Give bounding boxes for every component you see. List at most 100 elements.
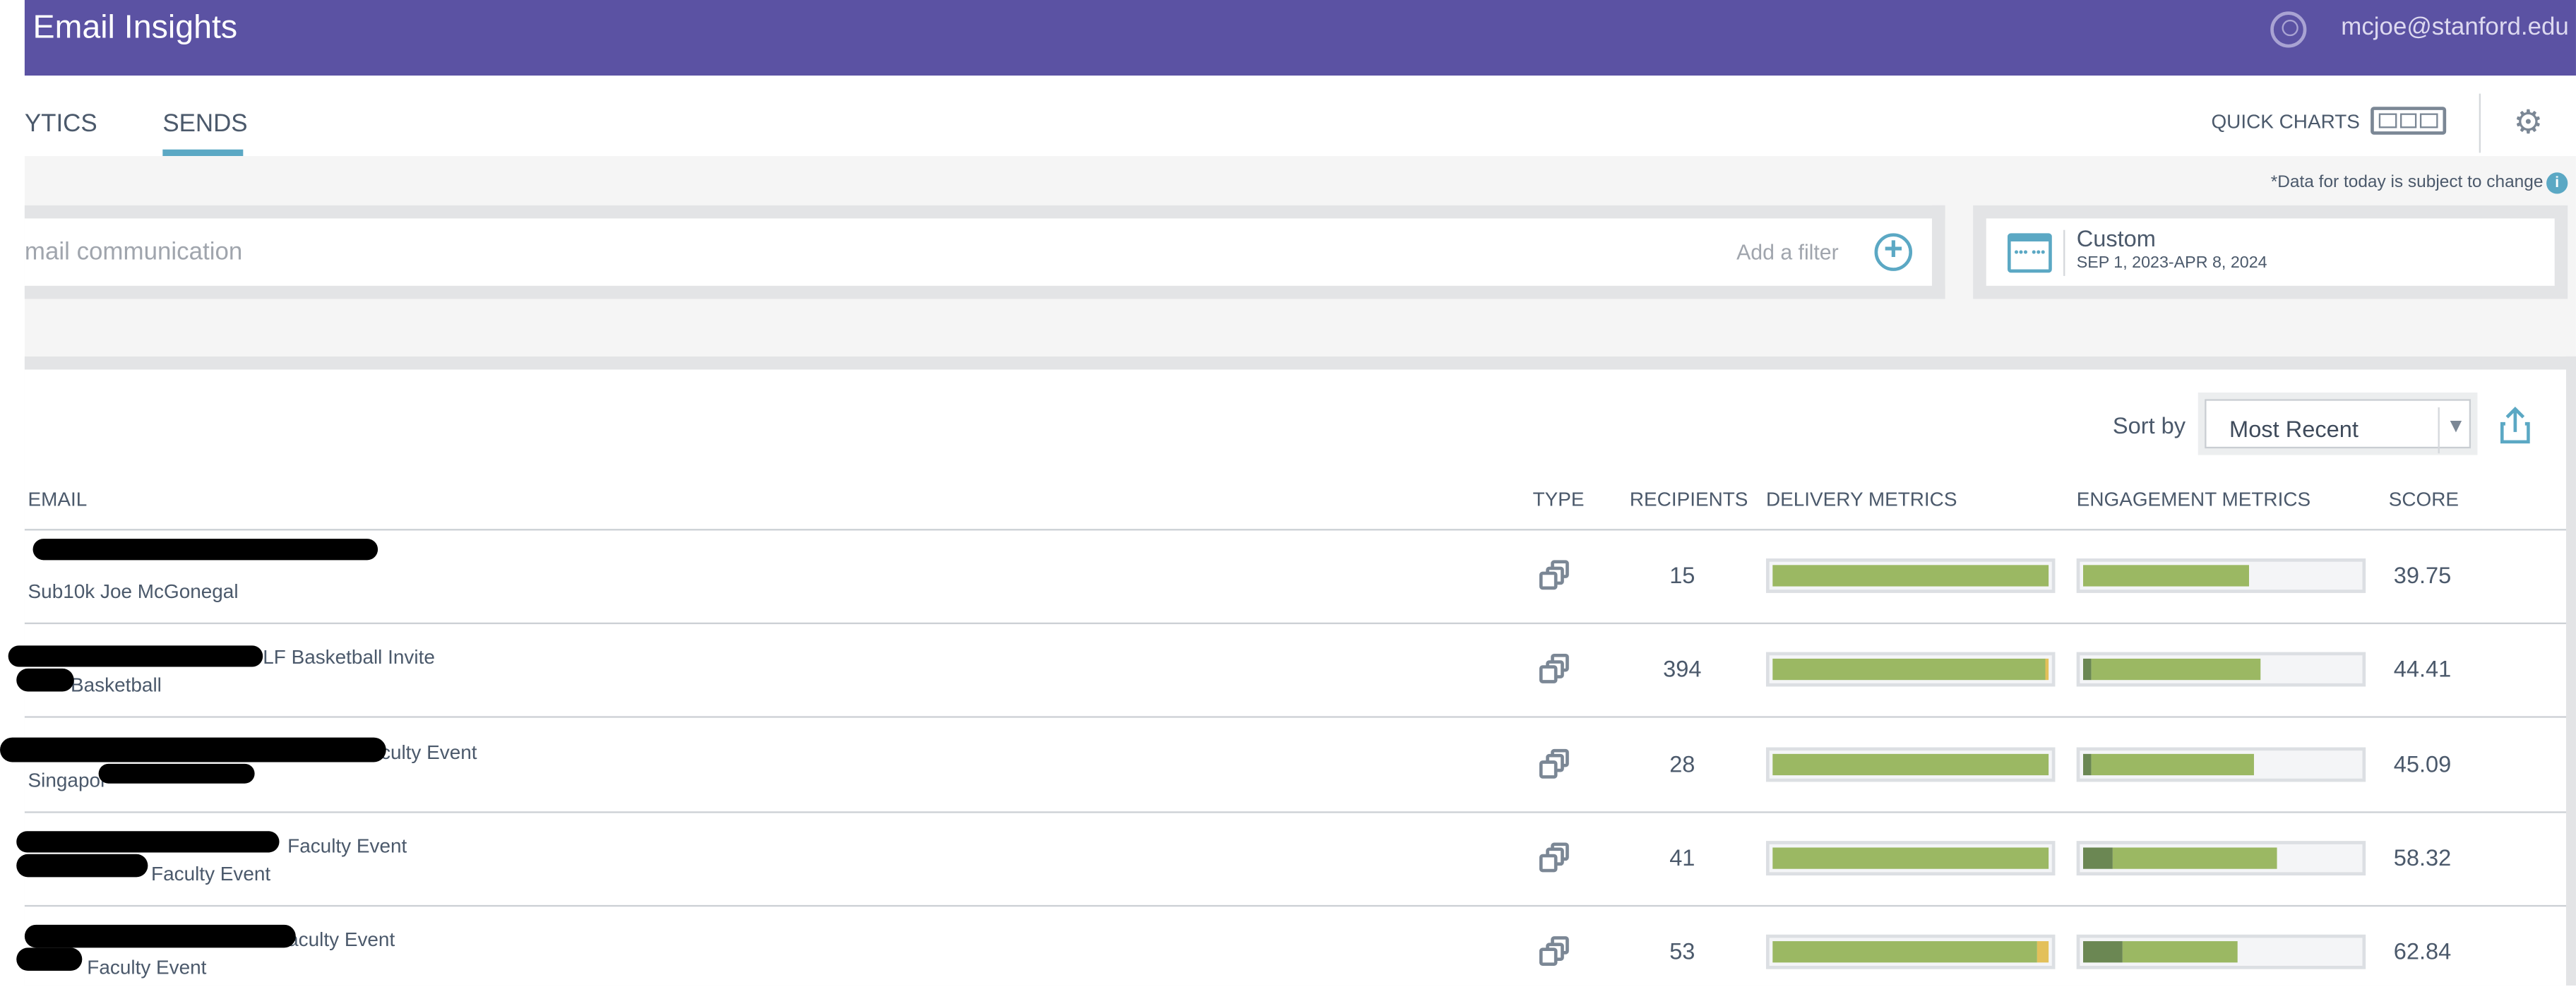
multi-send-icon bbox=[1539, 748, 1573, 778]
delivery-metrics-bar[interactable] bbox=[1765, 746, 2056, 782]
active-tab-indicator bbox=[162, 149, 244, 157]
share-upload-icon[interactable] bbox=[2500, 406, 2530, 445]
delivery-metrics-bar[interactable] bbox=[1765, 558, 2056, 593]
recipients-count: 394 bbox=[1663, 655, 1702, 683]
redaction-mark bbox=[24, 924, 296, 948]
engaged-light-segment bbox=[2083, 565, 2249, 587]
email-subject[interactable]: aculty Event bbox=[369, 740, 477, 763]
email-campaign: Faculty Event bbox=[151, 861, 271, 885]
redaction-mark bbox=[8, 645, 263, 668]
column-header-delivery[interactable]: DELIVERY METRICS bbox=[1765, 487, 1957, 511]
recipients-count: 53 bbox=[1669, 938, 1695, 964]
divider bbox=[24, 529, 2566, 531]
divider bbox=[24, 904, 2566, 907]
score-value: 45.09 bbox=[2393, 750, 2452, 777]
divider bbox=[24, 622, 2566, 625]
sort-select[interactable]: Most Recent ▼ bbox=[2198, 393, 2478, 455]
delivered-segment bbox=[1772, 659, 2046, 681]
redaction-mark bbox=[16, 669, 74, 693]
divider bbox=[24, 810, 2566, 813]
engaged-dark-segment bbox=[2083, 941, 2122, 963]
table-row[interactable]: Faculty Event Faculty Event 41 58.32 bbox=[16, 811, 2566, 907]
engaged-light-segment bbox=[2121, 941, 2238, 963]
delivered-segment bbox=[1772, 753, 2049, 774]
engagement-metrics-bar[interactable] bbox=[2076, 934, 2366, 969]
column-header-score[interactable]: SCORE bbox=[2388, 487, 2459, 511]
date-preset[interactable]: Custom bbox=[2076, 225, 2156, 251]
data-disclaimer: *Data for today is subject to change bbox=[2270, 172, 2544, 193]
user-email[interactable]: mcjoe@stanford.edu bbox=[2341, 13, 2569, 42]
filter-input[interactable]: mail communication bbox=[24, 238, 243, 266]
delivery-metrics-bar[interactable] bbox=[1765, 840, 2056, 875]
multi-send-icon bbox=[1539, 842, 1573, 872]
redaction-mark bbox=[98, 762, 255, 783]
recipients-count: 28 bbox=[1669, 750, 1695, 777]
multi-send-icon bbox=[1539, 560, 1573, 590]
email-subject[interactable]: Faculty Event bbox=[287, 834, 407, 857]
table-row[interactable]: aculty Event Singapor 28 45.09 bbox=[0, 717, 2566, 813]
divider bbox=[2063, 229, 2065, 276]
email-campaign: Singapor bbox=[28, 767, 107, 791]
engagement-metrics-bar[interactable] bbox=[2076, 840, 2366, 875]
gear-icon[interactable]: ⚙ bbox=[2513, 104, 2544, 142]
plus-circle-icon[interactable]: + bbox=[1874, 233, 1913, 271]
filter-bar[interactable] bbox=[24, 205, 1945, 299]
email-campaign: Basketball bbox=[71, 674, 162, 698]
three-panels-icon[interactable] bbox=[2371, 107, 2447, 135]
email-campaign: Faculty Event bbox=[87, 956, 207, 979]
engaged-light-segment bbox=[2091, 659, 2260, 681]
delivery-metrics-bar[interactable] bbox=[1765, 934, 2056, 969]
divider bbox=[2479, 93, 2481, 153]
column-header-recipients[interactable]: RECIPIENTS bbox=[1629, 487, 1748, 511]
tab-sends[interactable]: SENDS bbox=[162, 109, 248, 138]
engagement-metrics-bar[interactable] bbox=[2076, 746, 2366, 782]
divider bbox=[24, 716, 2566, 719]
recipients-count: 41 bbox=[1669, 844, 1695, 871]
user-circle-icon[interactable] bbox=[2270, 11, 2307, 48]
engaged-light-segment bbox=[2091, 753, 2255, 774]
engaged-light-segment bbox=[2113, 847, 2277, 869]
score-value: 62.84 bbox=[2393, 938, 2452, 964]
column-header-engagement[interactable]: ENGAGEMENT METRICS bbox=[2076, 487, 2311, 511]
column-header-email[interactable]: EMAIL bbox=[28, 487, 88, 511]
sort-value: Most Recent bbox=[2229, 415, 2359, 442]
multi-send-icon bbox=[1539, 936, 1573, 966]
engagement-metrics-bar[interactable] bbox=[2076, 652, 2366, 688]
engaged-dark-segment bbox=[2083, 847, 2113, 869]
warning-segment bbox=[2037, 941, 2049, 963]
info-icon[interactable]: i bbox=[2546, 172, 2568, 194]
redaction-mark bbox=[16, 947, 83, 971]
email-subject[interactable]: aculty Event bbox=[287, 928, 395, 952]
calendar-icon: ••• ••• bbox=[2007, 233, 2052, 273]
column-header-type[interactable]: TYPE bbox=[1532, 487, 1585, 511]
date-range-text: SEP 1, 2023-APR 8, 2024 bbox=[2076, 254, 2267, 273]
engaged-dark-segment bbox=[2083, 753, 2092, 774]
score-value: 44.41 bbox=[2393, 655, 2452, 683]
tab-analytics[interactable]: YTICS bbox=[24, 109, 97, 138]
quick-charts-label[interactable]: QUICK CHARTS bbox=[2211, 109, 2360, 133]
redaction-mark bbox=[16, 854, 148, 877]
sort-by-label: Sort by bbox=[2112, 412, 2186, 439]
delivery-metrics-bar[interactable] bbox=[1765, 652, 2056, 688]
engaged-dark-segment bbox=[2083, 659, 2092, 681]
delivered-segment bbox=[1772, 565, 2049, 587]
email-subject[interactable]: LF Basketball Invite bbox=[263, 645, 435, 669]
table-row[interactable]: LF Basketball Invite Basketball 394 44.4… bbox=[8, 623, 2566, 719]
email-campaign: Sub10k Joe McGonegal bbox=[28, 580, 239, 603]
table-row[interactable]: aculty Event Faculty Event 53 62.84 bbox=[16, 905, 2566, 999]
engagement-metrics-bar[interactable] bbox=[2076, 558, 2366, 593]
warning-segment bbox=[2046, 659, 2049, 681]
redaction-mark bbox=[0, 736, 386, 762]
divider bbox=[2438, 407, 2440, 454]
chevron-down-icon[interactable]: ▼ bbox=[2446, 414, 2466, 437]
recipients-count: 15 bbox=[1669, 561, 1695, 588]
redaction-mark bbox=[32, 539, 378, 561]
add-filter-label[interactable]: Add a filter bbox=[1736, 239, 1839, 265]
multi-send-icon bbox=[1539, 654, 1573, 684]
date-range-picker[interactable] bbox=[1973, 205, 2568, 299]
redaction-mark bbox=[16, 830, 280, 852]
score-value: 39.75 bbox=[2393, 561, 2452, 588]
score-value: 58.32 bbox=[2393, 844, 2452, 871]
table-row[interactable]: Sub10k Joe McGonegal 15 39.75 bbox=[24, 529, 2566, 625]
